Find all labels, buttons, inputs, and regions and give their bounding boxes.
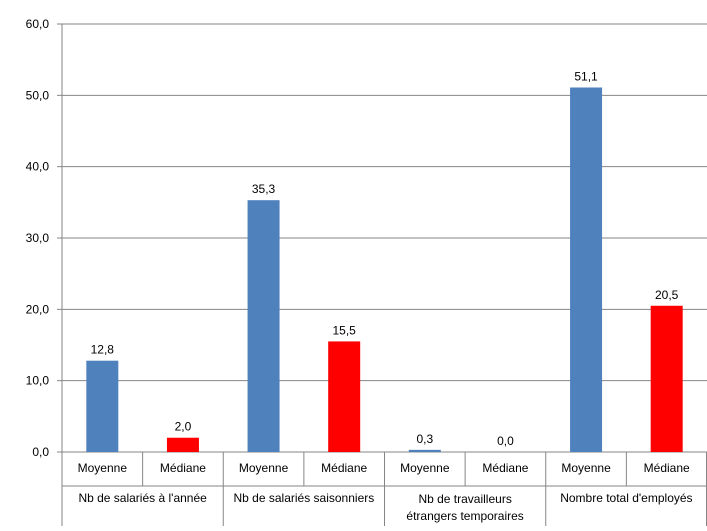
y-tick-label: 40,0 [26,160,50,174]
subcategory-label: Moyenne [78,461,128,475]
y-tick-label: 10,0 [26,374,50,388]
data-label: 2,0 [175,420,192,434]
axes [57,23,707,526]
data-label: 0,3 [416,432,433,446]
bar-moyenne [247,200,280,452]
bar-mediane [166,437,199,452]
bars [86,87,683,452]
subcategory-label: Médiane [644,461,690,475]
category-label: Nb de salariés à l'année [78,491,207,505]
data-label: 35,3 [252,182,276,196]
y-tick-labels: 0,0 10,0 20,0 30,0 40,0 50,0 60,0 [26,17,50,459]
category-label: Nb de travailleurs [418,492,511,506]
subcategory-label: Moyenne [239,461,289,475]
subcategory-label: Médiane [482,461,528,475]
category-label: Nombre total d'employés [560,491,692,505]
data-label: 0,0 [497,434,514,448]
data-label: 12,8 [91,343,115,357]
subcategory-label: Moyenne [561,461,611,475]
bar-moyenne [570,87,603,452]
data-label: 15,5 [333,323,357,337]
category-label: Nb de salariés saisonniers [234,491,375,505]
y-tick-label: 60,0 [26,17,50,31]
subcategory-label: Médiane [160,461,206,475]
data-label: 51,1 [574,69,598,83]
category-labels: Moyenne Médiane Nb de salariés à l'année Mo… [78,461,693,523]
subcategory-label: Moyenne [400,461,450,475]
data-label: 20,5 [655,288,679,302]
bar-mediane [650,305,683,452]
y-tick-label: 0,0 [32,445,49,459]
gridlines [62,23,707,453]
subcategory-label: Médiane [321,461,367,475]
bar-moyenne [408,449,441,452]
data-labels: 12,8 2,0 35,3 15,5 0,3 0,0 51,1 20,5 [91,69,679,448]
bar-mediane [328,341,361,452]
category-label: étrangers temporaires [406,509,523,523]
y-tick-label: 30,0 [26,231,50,245]
bar-moyenne [86,360,119,452]
y-tick-label: 50,0 [26,88,50,102]
y-tick-label: 20,0 [26,302,50,316]
